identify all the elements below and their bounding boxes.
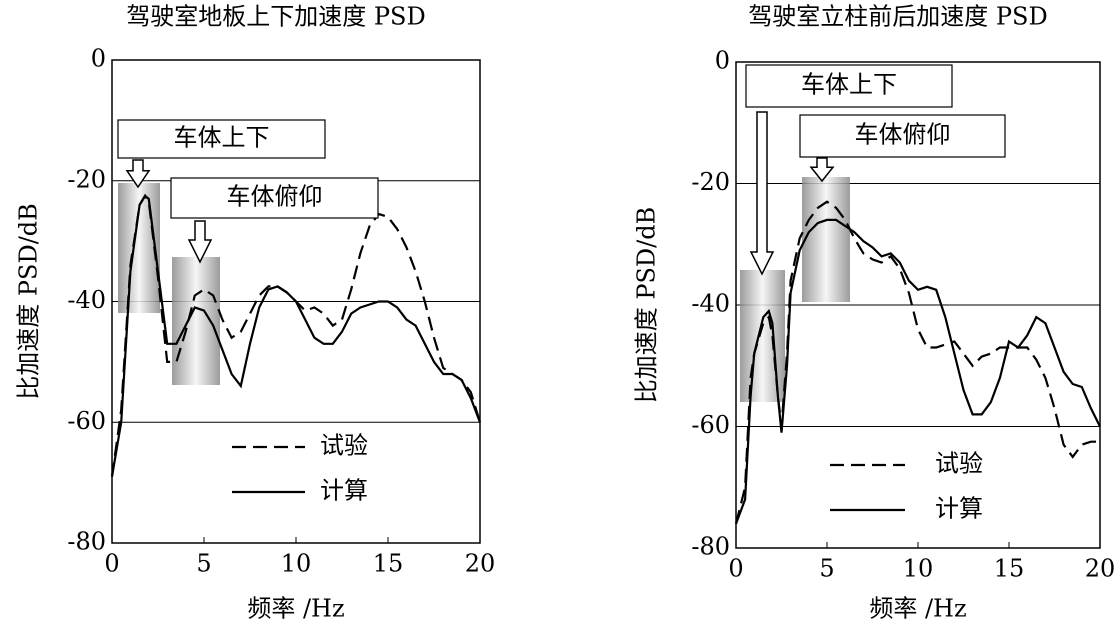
y-tick-label: -60 xyxy=(691,411,730,439)
x-tick-label: 5 xyxy=(196,550,211,578)
y-tick-label: -60 xyxy=(67,407,106,435)
x-axis-label: 频率 /Hz xyxy=(869,595,966,623)
x-tick-label: 10 xyxy=(903,555,934,583)
highlight-band xyxy=(172,257,220,385)
legend-label: 计算 xyxy=(935,495,983,523)
series-line xyxy=(734,200,1100,524)
annotation-arrow xyxy=(187,220,213,264)
y-tick-label: -40 xyxy=(691,290,730,318)
annotation-label: 车体上下 xyxy=(801,71,897,99)
annotation-arrow xyxy=(809,157,835,183)
y-axis-label: 比加速度 PSD/dB xyxy=(633,207,661,404)
x-tick-label: 15 xyxy=(994,555,1025,583)
annotation-label: 车体上下 xyxy=(174,124,270,152)
y-tick-label: -20 xyxy=(67,165,106,193)
annotation-box xyxy=(799,114,1006,158)
legend-label: 试验 xyxy=(935,450,983,478)
plot-frame xyxy=(735,61,1101,549)
annotation-label: 车体俯仰 xyxy=(227,183,323,211)
x-tick-label: 20 xyxy=(1085,555,1116,583)
x-tick-label: 5 xyxy=(819,555,834,583)
annotation-arrow xyxy=(749,111,775,276)
y-tick-label: -80 xyxy=(691,533,730,561)
plot-frame xyxy=(111,59,481,544)
x-tick-label: 0 xyxy=(728,555,743,583)
annotation-box xyxy=(117,119,326,159)
annotation-arrow xyxy=(125,159,151,189)
chart-title: 驾驶室立柱前后加速度 PSD xyxy=(748,3,1047,31)
x-axis-label: 频率 /Hz xyxy=(247,595,344,623)
y-axis-label: 比加速度 PSD/dB xyxy=(15,203,43,400)
x-tick-label: 0 xyxy=(104,550,119,578)
series-line xyxy=(110,194,482,477)
x-tick-label: 15 xyxy=(373,550,404,578)
y-tick-label: -40 xyxy=(67,286,106,314)
series-line xyxy=(734,218,1101,525)
highlight-band xyxy=(740,270,785,402)
annotation-box xyxy=(745,64,953,108)
annotation-label: 车体俯仰 xyxy=(855,121,951,149)
y-tick-label: -80 xyxy=(67,528,106,556)
x-tick-label: 20 xyxy=(465,550,496,578)
y-tick-label: 0 xyxy=(715,47,730,75)
legend-label: 试验 xyxy=(320,432,368,460)
legend-label: 计算 xyxy=(320,477,368,505)
chart-title: 驾驶室地板上下加速度 PSD xyxy=(126,3,425,31)
annotation-box xyxy=(170,177,379,219)
y-tick-label: -20 xyxy=(691,168,730,196)
x-tick-label: 10 xyxy=(281,550,312,578)
y-tick-label: 0 xyxy=(91,45,106,73)
highlight-band xyxy=(802,177,850,302)
